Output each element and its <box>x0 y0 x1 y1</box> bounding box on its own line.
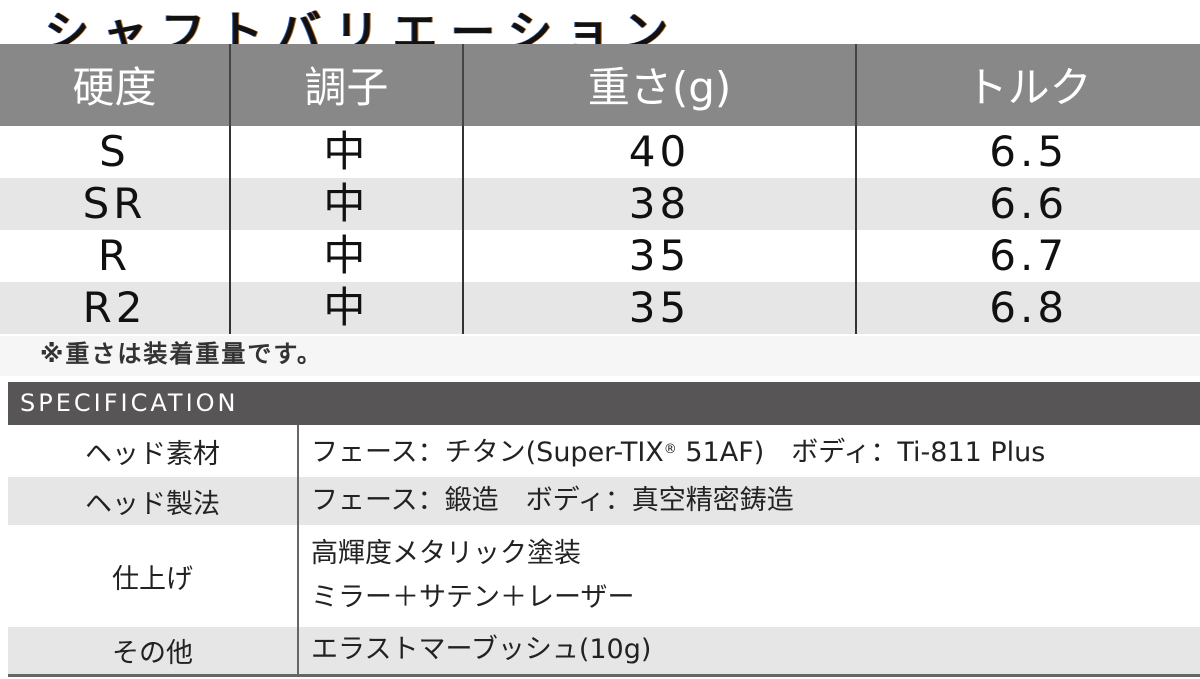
spec-value: エラストマーブッシュ(10g) <box>298 627 1200 675</box>
spec-value: フェース：鍛造 ボディ：真空精密鋳造 <box>298 477 1200 525</box>
cell-weight: 40 <box>461 126 857 178</box>
cell-kick-point: 中 <box>229 126 463 178</box>
spec-label: 仕上げ <box>8 525 299 627</box>
cell-weight: 38 <box>461 178 857 230</box>
cell-flex: SR <box>0 178 231 230</box>
specification-heading: SPECIFICATION <box>8 382 1200 425</box>
cell-weight: 35 <box>461 282 857 334</box>
table-row: R 中 35 6.7 <box>0 230 1200 282</box>
spec-value-line: 高輝度メタリック塗装 <box>311 538 581 569</box>
spec-value-line: ミラー＋サテン＋レーザー <box>311 582 635 613</box>
spec-row: 仕上げ 高輝度メタリック塗装ミラー＋サテン＋レーザー <box>8 525 1200 627</box>
table-header-row: 硬度 調子 重さ(g) トルク <box>0 44 1200 126</box>
cell-torque: 6.8 <box>855 282 1200 334</box>
spec-value: 高輝度メタリック塗装ミラー＋サテン＋レーザー <box>298 525 1200 627</box>
header-weight: 重さ(g) <box>461 44 857 126</box>
table-row: R2 中 35 6.8 <box>0 282 1200 334</box>
cell-kick-point: 中 <box>229 178 463 230</box>
cell-torque: 6.6 <box>855 178 1200 230</box>
table-row: SR 中 38 6.6 <box>0 178 1200 230</box>
spec-row: ヘッド素材 フェース：チタン(Super-TIX® 51AF) ボディ：Ti-8… <box>8 425 1200 477</box>
spec-row: その他 エラストマーブッシュ(10g) <box>8 627 1200 675</box>
spec-value-text: 51AF) ボディ：Ti-811 Plus <box>676 436 1046 468</box>
header-torque: トルク <box>855 44 1200 126</box>
cell-flex: R2 <box>0 282 231 334</box>
cell-torque: 6.7 <box>855 230 1200 282</box>
shaft-variation-table: 硬度 調子 重さ(g) トルク S 中 40 6.5 SR 中 38 6.6 R… <box>0 44 1200 334</box>
specification-table: ヘッド素材 フェース：チタン(Super-TIX® 51AF) ボディ：Ti-8… <box>8 425 1200 677</box>
spec-value-text: フェース：チタン(Super-TIX <box>311 436 664 468</box>
table-row: S 中 40 6.5 <box>0 126 1200 178</box>
cell-kick-point: 中 <box>229 282 463 334</box>
cell-flex: R <box>97 231 132 280</box>
cell-weight: 35 <box>461 230 857 282</box>
spec-value: フェース：チタン(Super-TIX® 51AF) ボディ：Ti-811 Plu… <box>298 425 1200 477</box>
spec-label: ヘッド素材 <box>8 425 299 477</box>
registered-mark: ® <box>663 441 677 457</box>
cell-torque: 6.5 <box>855 126 1200 178</box>
weight-note: ※重さは装着重量です。 <box>0 336 1200 376</box>
spec-row: ヘッド製法 フェース：鍛造 ボディ：真空精密鋳造 <box>8 477 1200 525</box>
spec-label: その他 <box>8 627 299 675</box>
header-kick-point: 調子 <box>229 44 463 126</box>
header-flex: 硬度 <box>0 44 231 126</box>
cell-flex: S <box>99 127 130 176</box>
spec-label: ヘッド製法 <box>8 477 299 525</box>
cell-kick-point: 中 <box>229 230 463 282</box>
